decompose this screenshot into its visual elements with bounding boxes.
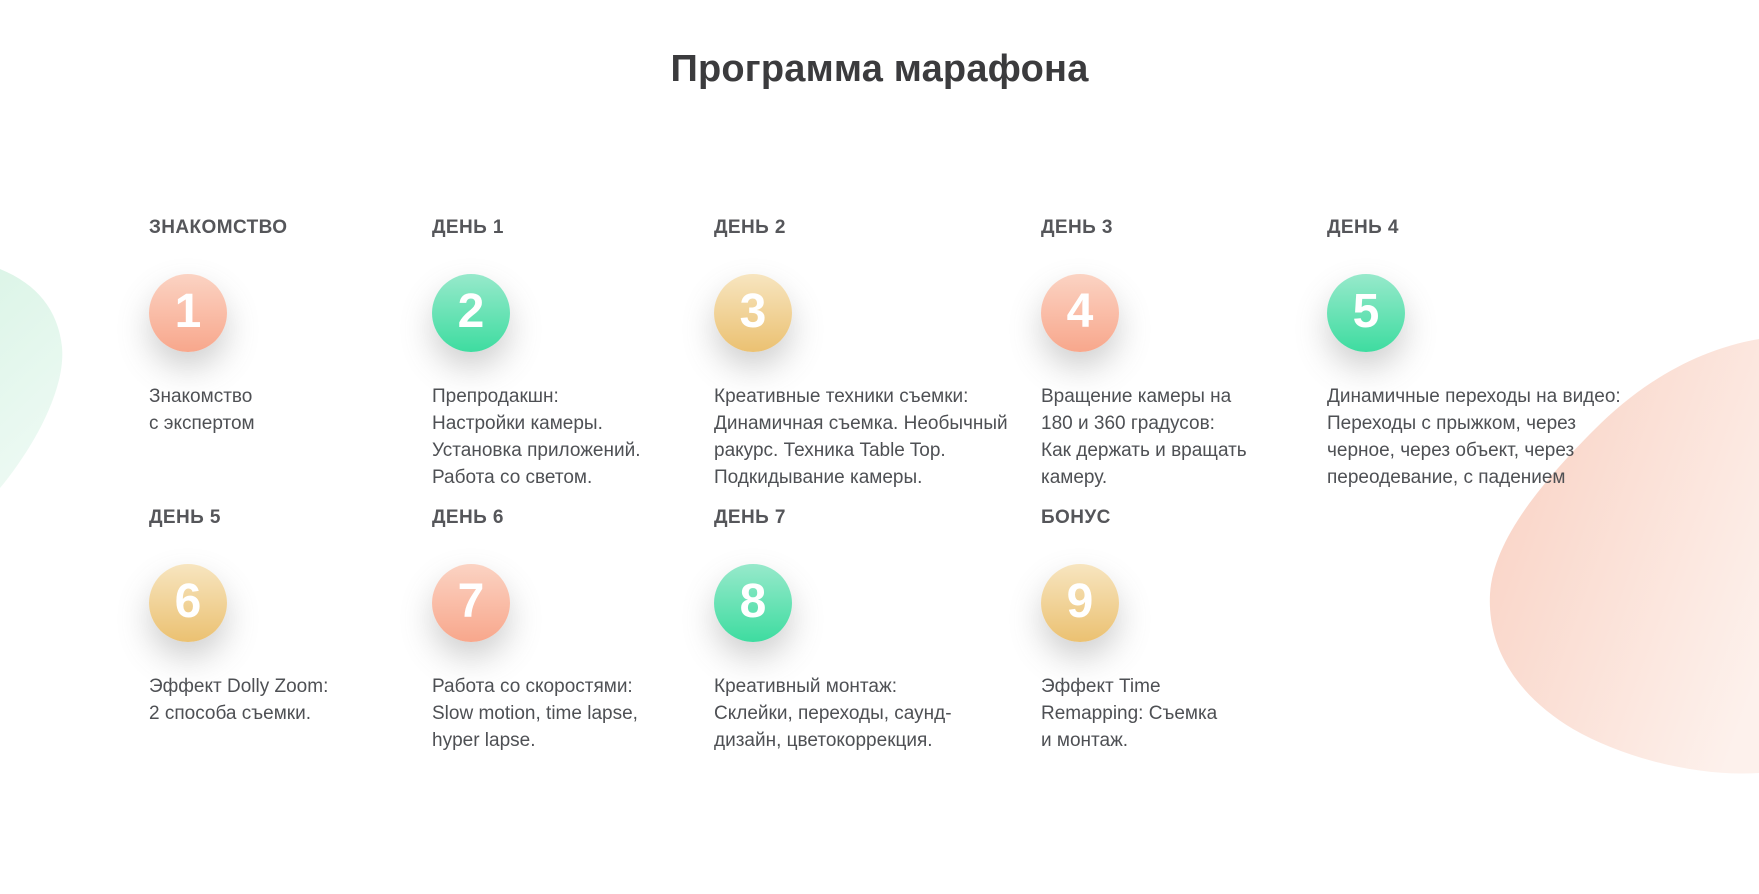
program-card-day4: ДЕНЬ 4 5 Динамичные переходы на видео: П…	[1327, 218, 1759, 508]
day-number-circle: 2	[432, 274, 510, 352]
page-title: Программа марафона	[670, 48, 1089, 90]
program-card-day1: ДЕНЬ 1 2 Препродакшн: Настройки камеры. …	[432, 218, 714, 508]
day-label: ДЕНЬ 1	[432, 217, 504, 238]
day-description: Препродакшн: Настройки камеры. Установка…	[432, 386, 641, 488]
day-number-circle: 1	[149, 274, 227, 352]
day-label: БОНУС	[1041, 507, 1111, 528]
day-number-circle: 4	[1041, 274, 1119, 352]
day-number: 1	[174, 285, 202, 338]
day-number-circle: 8	[714, 564, 792, 642]
day-description: Работа со скоростями: Slow motion, time …	[432, 676, 638, 751]
program-card-day7: ДЕНЬ 7 8 Креативный монтаж: Склейки, пер…	[714, 508, 1041, 798]
day-number: 8	[739, 575, 767, 628]
day-description: Креативный монтаж: Склейки, переходы, са…	[714, 676, 952, 751]
program-card-intro: ЗНАКОМСТВО 1 Знакомство с экспертом	[149, 218, 432, 508]
day-number: 2	[457, 285, 485, 338]
program-grid: ЗНАКОМСТВО 1 Знакомство с экспертом ДЕНЬ…	[0, 218, 1759, 798]
day-number: 9	[1066, 575, 1094, 628]
program-card-day5: ДЕНЬ 5 6 Эффект Dolly Zoom: 2 способа съ…	[149, 508, 432, 798]
day-number-circle: 6	[149, 564, 227, 642]
program-card-day2: ДЕНЬ 2 3 Креативные техники съемки: Дина…	[714, 218, 1041, 508]
day-label: ДЕНЬ 6	[432, 507, 504, 528]
day-description: Креативные техники съемки: Динамичная съ…	[714, 386, 1008, 488]
day-number: 3	[739, 285, 767, 338]
day-number: 4	[1066, 285, 1094, 338]
day-number-circle: 7	[432, 564, 510, 642]
program-card-bonus: БОНУС 9 Эффект Time Remapping: Съемка и …	[1041, 508, 1327, 798]
day-number: 7	[457, 575, 485, 628]
day-number-circle: 9	[1041, 564, 1119, 642]
day-description: Эффект Dolly Zoom: 2 способа съемки.	[149, 676, 329, 724]
day-label: ЗНАКОМСТВО	[149, 217, 288, 238]
program-card-day6: ДЕНЬ 6 7 Работа со скоростями: Slow moti…	[432, 508, 714, 798]
day-label: ДЕНЬ 3	[1041, 217, 1113, 238]
day-number-circle: 5	[1327, 274, 1405, 352]
day-label: ДЕНЬ 5	[149, 507, 221, 528]
day-number: 6	[174, 575, 202, 628]
day-description: Вращение камеры на 180 и 360 градусов: К…	[1041, 386, 1247, 488]
day-label: ДЕНЬ 2	[714, 217, 786, 238]
day-number-circle: 3	[714, 274, 792, 352]
day-number: 5	[1352, 285, 1380, 338]
day-label: ДЕНЬ 4	[1327, 217, 1399, 238]
day-description: Динамичные переходы на видео: Переходы с…	[1327, 386, 1621, 488]
day-label: ДЕНЬ 7	[714, 507, 786, 528]
day-description: Эффект Time Remapping: Съемка и монтаж.	[1041, 676, 1218, 751]
day-description: Знакомство с экспертом	[149, 386, 255, 434]
program-card-day3: ДЕНЬ 3 4 Вращение камеры на 180 и 360 гр…	[1041, 218, 1327, 508]
